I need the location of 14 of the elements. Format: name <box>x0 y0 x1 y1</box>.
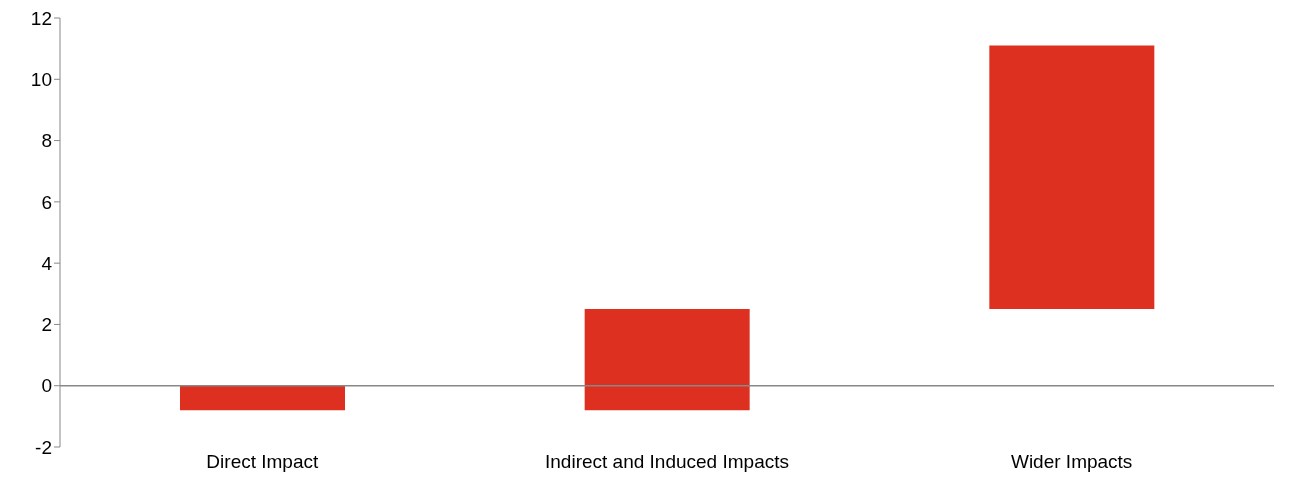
x-tick-label: Indirect and Induced Impacts <box>545 451 789 473</box>
y-tick-label: 8 <box>41 130 52 152</box>
bar <box>584 309 750 411</box>
y-tick-label: 0 <box>41 375 52 397</box>
y-tick-label: 4 <box>41 252 53 274</box>
y-tick-label: 10 <box>30 69 52 91</box>
y-tick-label: 12 <box>30 7 52 29</box>
x-tick-label: Wider Impacts <box>1010 451 1133 473</box>
x-tick-label: Direct Impact <box>206 451 320 473</box>
bar <box>180 385 345 411</box>
bar <box>989 45 1155 310</box>
y-tick-label: 2 <box>41 314 52 336</box>
y-tick-label: -2 <box>35 436 52 458</box>
y-tick-label: 6 <box>41 191 52 213</box>
